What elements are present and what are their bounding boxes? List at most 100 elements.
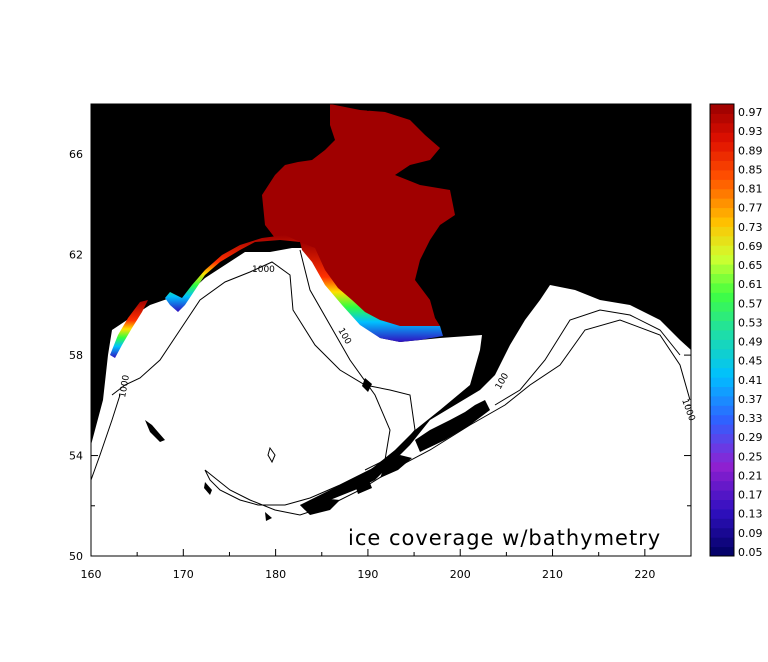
y-axis: 50 54 58 62 66 xyxy=(69,103,691,563)
contour-kamchatka xyxy=(91,394,121,481)
colorbar-label: 0.57 xyxy=(738,297,763,310)
week-label: week 001 xyxy=(558,154,631,172)
colorbar-swatch xyxy=(710,292,734,303)
colorbar-swatch xyxy=(710,377,734,387)
colorbar-label: 0.49 xyxy=(738,336,763,349)
colorbar-label: 0.05 xyxy=(738,546,763,559)
y-tick-label: 50 xyxy=(69,550,83,563)
colorbar-label: 0.69 xyxy=(738,240,763,253)
colorbar-swatch xyxy=(710,104,734,114)
colorbar-label: 0.85 xyxy=(738,163,763,176)
colorbar-swatch xyxy=(710,424,734,435)
map-title: ice coverage w/bathymetry xyxy=(348,526,661,550)
x-tick-label: 160 xyxy=(81,568,102,581)
year-label: 1961 xyxy=(570,125,623,149)
colorbar-label: 0.53 xyxy=(738,316,763,329)
ice-edge-gradient xyxy=(300,242,443,342)
colorbar-swatch xyxy=(710,367,734,378)
colorbar-swatch xyxy=(710,282,734,293)
colorbar-swatch xyxy=(710,141,734,152)
x-tick-label: 200 xyxy=(450,568,471,581)
colorbar-swatch xyxy=(710,113,734,124)
colorbar-swatch xyxy=(710,235,734,246)
colorbar-swatch xyxy=(710,179,734,190)
colorbar-swatch xyxy=(710,311,734,322)
aleutian-islands-east xyxy=(300,455,412,515)
colorbar-swatch xyxy=(710,508,734,519)
colorbar-label: 0.33 xyxy=(738,412,763,425)
colorbar-swatch xyxy=(710,461,734,472)
colorbar-label: 0.21 xyxy=(738,469,763,482)
contour-label-3: 1000 xyxy=(118,374,132,399)
colorbar-swatch xyxy=(710,386,734,397)
colorbar-label: 0.09 xyxy=(738,527,763,540)
colorbar-swatch xyxy=(710,273,734,284)
colorbar-label: 0.97 xyxy=(738,106,763,119)
colorbar-swatch xyxy=(710,414,734,425)
colorbar-label: 0.41 xyxy=(738,374,763,387)
x-axis: 160 170 180 190 200 210 220 xyxy=(81,104,692,581)
plot-area xyxy=(91,104,691,556)
contour-label-1: 1000 xyxy=(252,265,275,275)
colorbar-label: 0.25 xyxy=(738,450,763,463)
colorbar-swatch xyxy=(710,527,734,538)
colorbar-swatch xyxy=(710,480,734,491)
x-tick-label: 220 xyxy=(634,568,655,581)
colorbar-swatch xyxy=(710,452,734,463)
colorbar-swatch xyxy=(710,160,734,171)
contour-island xyxy=(267,446,276,464)
colorbar-swatch xyxy=(710,490,734,500)
colorbar-swatch xyxy=(710,188,734,199)
y-tick-label: 62 xyxy=(69,249,83,262)
colorbar-label: 0.73 xyxy=(738,221,763,234)
colorbar-swatch xyxy=(710,339,734,350)
y-tick-label: 66 xyxy=(69,148,83,161)
colorbar-swatch xyxy=(710,301,734,312)
colorbar-swatch xyxy=(710,546,734,557)
colorbar-swatch xyxy=(710,537,734,548)
colorbar-swatch xyxy=(710,169,734,180)
x-tick-label: 190 xyxy=(357,568,378,581)
colorbar-label: 0.37 xyxy=(738,393,763,406)
colorbar-swatch xyxy=(710,518,734,529)
x-tick-label: 180 xyxy=(265,568,286,581)
colorbar-swatch xyxy=(710,471,734,482)
colorbar-swatch xyxy=(710,132,734,143)
colorbar-swatch xyxy=(710,217,734,227)
colorbar-swatch xyxy=(710,151,734,161)
colorbar-swatch xyxy=(710,226,734,237)
colorbar-label: 0.65 xyxy=(738,259,763,272)
colorbar-label: 0.93 xyxy=(738,125,763,138)
colorbar-swatch xyxy=(710,443,734,453)
colorbar-swatch xyxy=(710,395,734,406)
contour-1000-main xyxy=(111,261,691,516)
ice-kamchatka-band xyxy=(110,300,148,358)
sea-ice-main xyxy=(262,104,455,338)
ice-coastal-band xyxy=(165,235,300,312)
colorbar-swatch xyxy=(710,264,734,274)
colorbar-label: 0.89 xyxy=(738,144,763,157)
colorbar-label: 0.61 xyxy=(738,278,763,291)
colorbar-swatch xyxy=(710,348,734,359)
colorbar-swatch xyxy=(710,122,734,133)
x-tick-label: 210 xyxy=(542,568,563,581)
colorbar-swatch xyxy=(710,330,734,340)
x-tick-label: 170 xyxy=(173,568,194,581)
colorbar-label: 0.81 xyxy=(738,183,763,196)
alaska-peninsula-islands xyxy=(415,400,490,452)
colorbar-swatch xyxy=(710,433,734,444)
colorbar-frame xyxy=(709,103,735,557)
colorbar-swatch xyxy=(710,198,734,209)
colorbar-label: 0.13 xyxy=(738,508,763,521)
colorbar: 0.97 0.93 0.89 0.85 0.81 0.77 0.73 0.69 0.65 0.61… xyxy=(709,103,763,559)
y-tick-label: 58 xyxy=(69,349,83,362)
colorbar-label: 0.77 xyxy=(738,202,763,215)
colorbar-swatch xyxy=(710,358,734,369)
colorbar-label: 0.17 xyxy=(738,489,763,502)
colorbar-swatch xyxy=(710,207,734,218)
contour-100-east xyxy=(494,309,681,406)
colorbar-swatch xyxy=(710,405,734,416)
colorbar-swatch xyxy=(710,254,734,265)
y-tick-label: 54 xyxy=(69,450,83,463)
